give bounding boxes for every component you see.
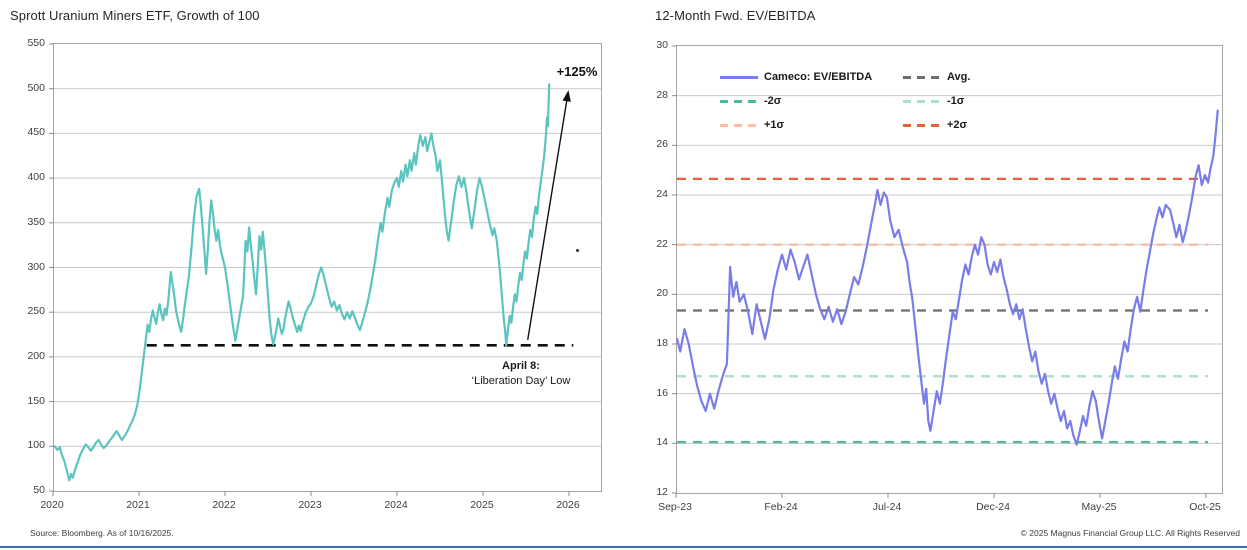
legend-label: +1σ bbox=[764, 119, 785, 131]
annotation-text: ‘Liberation Day’ Low bbox=[471, 375, 571, 387]
stray-dot bbox=[576, 249, 579, 252]
y-tick-label: 150 bbox=[27, 394, 45, 407]
y-tick-label: 50 bbox=[33, 484, 45, 496]
x-tick-label: Oct-25 bbox=[1189, 501, 1221, 513]
x-tick-label: 2023 bbox=[298, 499, 322, 511]
legend-label: +2σ bbox=[947, 119, 968, 131]
y-tick-label: 26 bbox=[656, 138, 668, 151]
left-chart-title: Sprott Uranium Miners ETF, Growth of 100 bbox=[10, 8, 260, 23]
y-tick-label: 100 bbox=[27, 439, 45, 452]
legend-label: -1σ bbox=[947, 95, 965, 107]
y-tick-label: 300 bbox=[27, 260, 45, 273]
y-tick-label: 12 bbox=[656, 486, 668, 498]
series-line bbox=[676, 109, 1219, 446]
right-chart-canvas bbox=[672, 45, 1222, 498]
left-chart-plot-area bbox=[49, 43, 602, 496]
y-tick-label: 28 bbox=[656, 88, 668, 101]
x-tick-label: Dec-24 bbox=[976, 501, 1010, 513]
x-tick-label: 2025 bbox=[470, 499, 494, 511]
gain-arrow bbox=[527, 92, 569, 341]
y-tick-label: 400 bbox=[27, 171, 45, 184]
y-tick-label: 350 bbox=[27, 215, 45, 228]
series-line bbox=[53, 83, 551, 482]
legend-label: -2σ bbox=[764, 95, 782, 107]
legend-line-swatch bbox=[903, 123, 941, 127]
gain-annotation: +125% bbox=[556, 64, 598, 79]
bottom-divider bbox=[0, 546, 1247, 548]
legend-line-swatch bbox=[720, 75, 758, 79]
gain-arrow-head bbox=[562, 90, 571, 102]
legend-item-2: +2σ bbox=[903, 118, 970, 132]
y-tick-label: 550 bbox=[27, 37, 45, 49]
y-tick-label: 500 bbox=[27, 81, 45, 94]
legend-label: Cameco: EV/EBITDA bbox=[764, 71, 873, 83]
y-tick-label: 250 bbox=[27, 305, 45, 318]
legend-item-camecoevebitda: Cameco: EV/EBITDA bbox=[720, 70, 903, 84]
right-chart-plot-area bbox=[672, 45, 1223, 498]
source-note: Source: Bloomberg. As of 10/16/2025. bbox=[30, 528, 174, 538]
y-tick-label: 20 bbox=[656, 287, 668, 300]
right-chart-title: 12-Month Fwd. EV/EBITDA bbox=[655, 8, 816, 23]
y-tick-label: 200 bbox=[27, 349, 45, 362]
x-tick-label: Feb-24 bbox=[764, 501, 798, 513]
y-tick-label: 22 bbox=[656, 237, 668, 250]
legend-line-swatch bbox=[903, 99, 941, 103]
x-tick-label: Jul-24 bbox=[872, 501, 902, 513]
y-tick-label: 16 bbox=[656, 386, 668, 399]
y-tick-label: 30 bbox=[656, 39, 668, 51]
legend-item-1: +1σ bbox=[720, 118, 903, 132]
copyright-note: © 2025 Magnus Financial Group LLC. All R… bbox=[1020, 528, 1240, 538]
x-tick-label: Sep-23 bbox=[658, 501, 692, 513]
y-tick-label: 18 bbox=[656, 337, 668, 349]
x-tick-label: May-25 bbox=[1081, 501, 1117, 513]
y-tick-label: 450 bbox=[27, 126, 45, 139]
y-tick-label: 14 bbox=[656, 436, 668, 449]
x-tick-label: 2026 bbox=[556, 499, 580, 511]
legend-item-2: -2σ bbox=[720, 94, 903, 108]
legend-label: Avg. bbox=[947, 71, 971, 83]
right-chart-legend: Cameco: EV/EBITDA Avg. -2σ -1σ +1σ +2σ bbox=[720, 70, 970, 132]
x-tick-label: 2021 bbox=[126, 499, 150, 511]
liberation-day-annotation: April 8: ‘Liberation Day’ Low bbox=[472, 359, 571, 389]
x-tick-label: 2022 bbox=[212, 499, 236, 511]
legend-line-swatch bbox=[720, 123, 758, 127]
x-tick-label: 2020 bbox=[40, 499, 64, 511]
left-chart-canvas bbox=[49, 43, 601, 496]
y-tick-label: 24 bbox=[656, 188, 668, 200]
annotation-date: April 8: bbox=[502, 360, 540, 372]
legend-item-avg: Avg. bbox=[903, 70, 970, 84]
legend-item-1: -1σ bbox=[903, 94, 970, 108]
legend-line-swatch bbox=[903, 75, 941, 79]
legend-line-swatch bbox=[720, 99, 758, 103]
x-tick-label: 2024 bbox=[384, 499, 408, 511]
